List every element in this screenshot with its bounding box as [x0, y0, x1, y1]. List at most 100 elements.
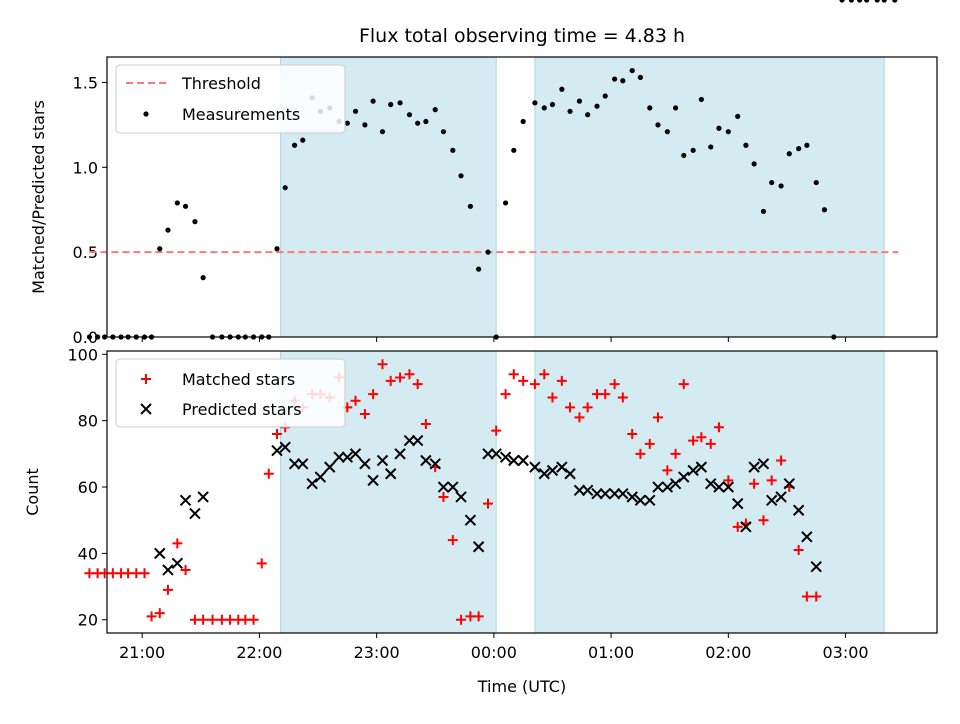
measurement-point [352, 108, 359, 114]
matched-star-point [162, 584, 173, 595]
measurement-point [585, 112, 591, 118]
measurement-point [874, 0, 880, 3]
predicted-star-point [775, 491, 787, 503]
x-tick-label: 22:00 [236, 643, 282, 662]
matched-star-point [723, 475, 734, 486]
matched-star-point [154, 608, 165, 619]
matched-star-point [271, 428, 282, 439]
measurement-point [813, 179, 819, 186]
measurement-point [432, 107, 438, 113]
legend: Matched stars Predicted stars [115, 358, 346, 428]
measurement-point [559, 86, 565, 92]
matched-star-point [776, 455, 787, 466]
matched-star-point [420, 418, 431, 429]
matched-star-point [556, 375, 567, 386]
measurement-point [778, 183, 784, 189]
measurement-point [370, 98, 376, 104]
measurement-point [476, 266, 482, 272]
measurement-point [681, 152, 687, 159]
predicted-star-point [783, 477, 795, 490]
matched-star-point [749, 478, 760, 489]
predicted-star-point [713, 481, 725, 493]
matched-star-point [713, 422, 724, 433]
predicted-star-point [197, 491, 209, 503]
measurement-point [629, 67, 635, 74]
matched-star-point [811, 591, 822, 602]
matched-star-point [565, 402, 576, 413]
measurement-point [760, 208, 767, 215]
predicted-star-point [644, 494, 656, 507]
matched-star-point [801, 591, 812, 602]
predicted-star-point [179, 494, 192, 507]
measurement-point [379, 129, 386, 135]
measurement-point [690, 147, 696, 153]
matched-star-point [644, 438, 655, 449]
measurement-point [165, 227, 171, 233]
measurement-point [274, 246, 280, 252]
measurement-point [664, 129, 670, 135]
y-tick-label: 20 [78, 611, 98, 630]
bottom-panel: 20 40 60 80 100 21:00 22:00 23:00 00:00 01:00 02:0… [23, 345, 938, 662]
measurement-point [406, 112, 413, 118]
x-tick-label: 21:00 [119, 643, 165, 662]
measurement-point [549, 101, 556, 108]
predicted-star-point [154, 547, 166, 560]
matched-star-point [670, 448, 681, 459]
matched-star-point [500, 389, 511, 400]
matched-star-point [248, 614, 259, 625]
measurement-point [769, 179, 775, 186]
predicted-star-point [634, 494, 647, 507]
predicted-star-point [581, 484, 594, 497]
measurement-point [655, 122, 661, 128]
legend-measurement-label: Measurements [182, 105, 300, 124]
predicted-star-point [573, 484, 586, 497]
measurement-point [102, 334, 108, 340]
x-tick-label: 00:00 [471, 643, 517, 662]
matched-star-point [518, 375, 529, 386]
matched-star-point [574, 412, 585, 423]
matched-star-point [483, 498, 494, 509]
predicted-star-point [722, 481, 735, 493]
y-tick-label: 0.5 [73, 243, 98, 262]
predicted-star-point [617, 487, 629, 500]
legend-box [115, 64, 346, 134]
measurement-point [511, 147, 517, 153]
predicted-star-point [801, 531, 813, 543]
measurement-point [458, 173, 464, 179]
measurement-point [594, 103, 600, 109]
measurement-point [716, 125, 722, 131]
measurement-point [804, 142, 810, 148]
y-axis-label: Matched/Predicted stars [29, 100, 48, 294]
matched-star-point [547, 392, 558, 403]
matched-star-point [385, 375, 396, 386]
predicted-star-point [482, 448, 494, 460]
matched-star-point [447, 535, 458, 546]
predicted-star-point [429, 458, 441, 470]
measurement-point [672, 105, 679, 111]
predicted-star-point [556, 461, 568, 473]
legend-predicted-swatch [140, 403, 152, 415]
predicted-star-point [359, 458, 371, 470]
y-tick-label: 40 [78, 544, 98, 563]
matched-star-point [696, 432, 707, 443]
predicted-star-point [189, 507, 201, 520]
legend-measurement-swatch [143, 111, 149, 117]
measurement-point [647, 105, 653, 111]
predicted-star-point [508, 454, 520, 467]
measurement-point [388, 101, 394, 108]
matched-star-point [627, 428, 638, 439]
predicted-star-point [349, 448, 362, 460]
y-tick-label: 1.5 [73, 73, 98, 92]
matched-star-point [473, 611, 484, 622]
predicted-star-point [288, 458, 301, 470]
measurement-point [520, 118, 526, 125]
measurement-point [86, 334, 93, 340]
predicted-star-point [765, 494, 778, 507]
measurement-point [450, 147, 456, 153]
predicted-star-point [367, 474, 379, 487]
matched-star-point [207, 614, 218, 625]
measurement-point [541, 105, 547, 111]
matched-star-point [766, 475, 777, 486]
measurement-point [415, 120, 421, 126]
matched-star-point [732, 521, 743, 532]
